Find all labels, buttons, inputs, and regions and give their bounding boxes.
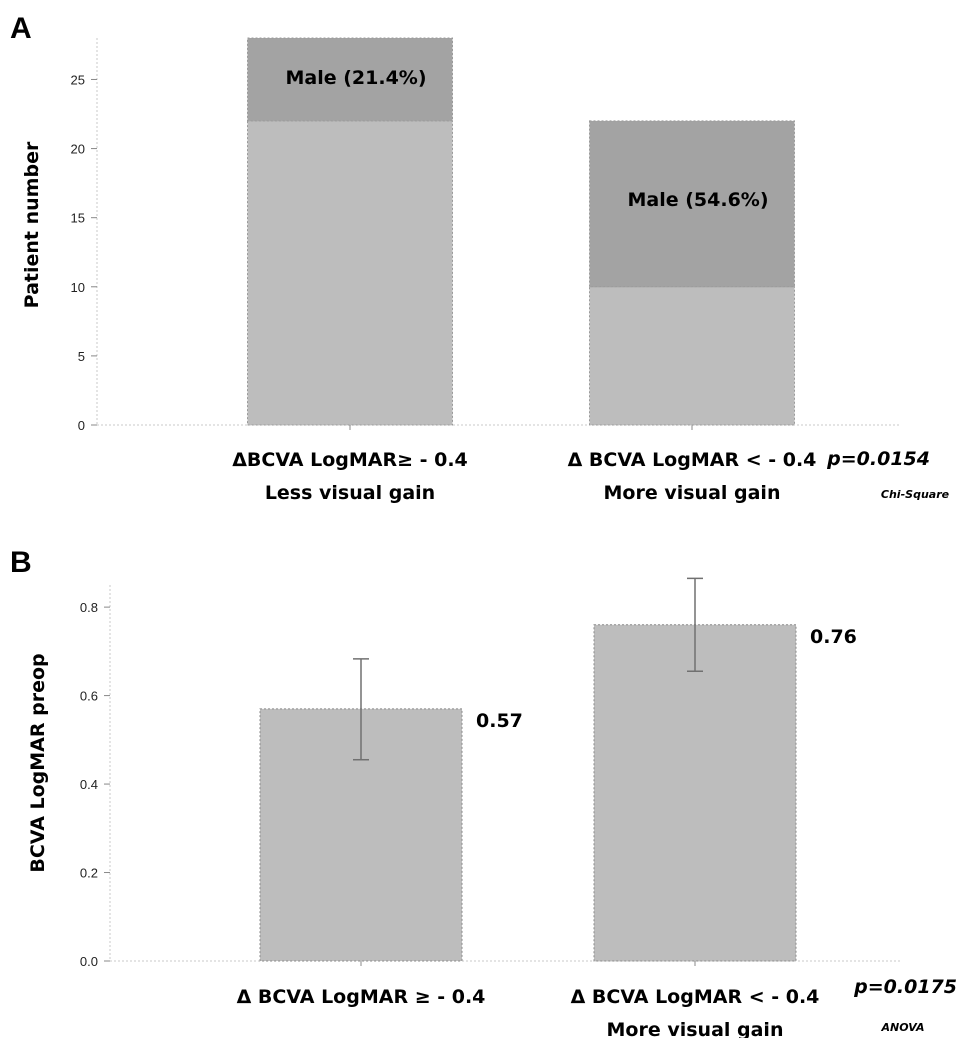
panel-a-chart: A Patient number 0 5 10 15 20 25 Male (21.4%)…	[10, 12, 950, 504]
y-tick-label: 20	[71, 142, 85, 157]
category-label: ΔBCVA LogMAR≥ - 0.4	[232, 449, 468, 471]
y-tick-label: 0.2	[80, 866, 98, 881]
panel-a-bars: Male (21.4%) Male (54.6%)	[247, 37, 795, 430]
value-label: 0.76	[810, 626, 857, 648]
panel-b-letter: B	[10, 546, 32, 579]
category-label: Δ BCVA LogMAR < - 0.4	[571, 986, 820, 1008]
panel-b-chart: B BCVA LogMAR preop 0.0 0.2 0.4 0.6 0.8 0.57…	[10, 546, 957, 1038]
y-tick-label: 0	[78, 418, 85, 433]
panel-b-bars: 0.57 0.76	[259, 577, 857, 966]
panel-b-p-value: p=0.0175	[853, 976, 957, 998]
y-tick-label: 25	[71, 72, 85, 87]
y-tick-label: 0.8	[80, 600, 98, 615]
panel-a-y-axis: 0 5 10 15 20 25	[71, 38, 98, 433]
bar-segment-male	[589, 120, 795, 288]
category-label: Δ BCVA LogMAR < - 0.4	[568, 449, 817, 471]
panel-a-test-name: Chi-Square	[881, 488, 950, 501]
bar	[593, 624, 797, 962]
panel-b-y-axis-label: BCVA LogMAR preop	[27, 653, 49, 872]
segment-label: Male (54.6%)	[627, 189, 768, 211]
bar-segment-female	[247, 120, 453, 426]
panel-b-test-name: ANOVA	[881, 1021, 925, 1034]
y-tick-label: 0.0	[80, 954, 98, 969]
bar-segment-female	[589, 286, 795, 426]
panel-a-category-labels: ΔBCVA LogMAR≥ - 0.4 Less visual gain Δ BCV…	[232, 449, 816, 504]
panel-a-y-axis-label: Patient number	[21, 141, 43, 308]
value-label: 0.57	[476, 710, 523, 732]
category-label: More visual gain	[607, 1019, 784, 1038]
panel-a-p-value: p=0.0154	[826, 448, 930, 470]
category-label: More visual gain	[604, 482, 781, 504]
y-tick-label: 10	[71, 280, 85, 295]
bar-segment-male	[247, 37, 453, 122]
category-label: Less visual gain	[265, 482, 435, 504]
y-tick-label: 15	[71, 211, 85, 226]
category-label: Δ BCVA LogMAR ≥ - 0.4	[237, 986, 486, 1008]
panel-b-category-labels: Δ BCVA LogMAR ≥ - 0.4 Δ BCVA LogMAR < - 0…	[237, 986, 820, 1038]
y-tick-label: 0.4	[80, 777, 98, 792]
y-tick-label: 0.6	[80, 689, 98, 704]
y-tick-label: 5	[78, 349, 85, 364]
segment-label: Male (21.4%)	[285, 67, 426, 89]
panel-b-y-axis: 0.0 0.2 0.4 0.6 0.8	[80, 585, 111, 969]
panel-a-letter: A	[10, 12, 32, 45]
